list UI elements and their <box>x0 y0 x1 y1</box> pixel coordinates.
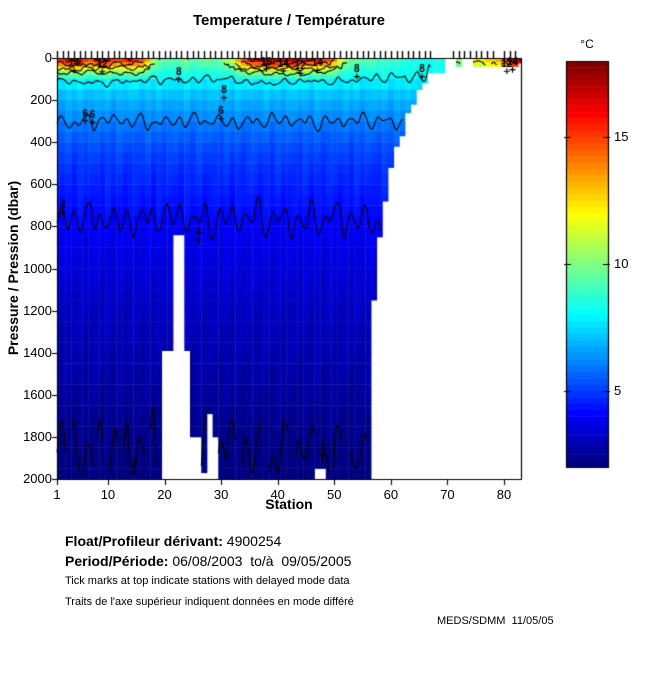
y-tick-label: 1000 <box>23 260 52 276</box>
delayed-mode-note-fr: Traits de l'axe supérieur indiquent donn… <box>65 596 354 608</box>
y-tick-label: 400 <box>30 134 52 150</box>
x-axis-label: Station <box>265 496 313 512</box>
y-tick-label: 600 <box>30 176 52 192</box>
chart-title: Temperature / Température <box>192 12 385 29</box>
period-value: 06/08/2003 to/à 09/05/2005 <box>168 553 352 569</box>
period-label: Period/Période: <box>65 553 169 569</box>
float-id-line: Float/Profileur dérivant: 4900254 <box>65 533 281 549</box>
colorbar-tick-label: 10 <box>614 256 629 271</box>
y-tick-label: 1400 <box>23 344 52 360</box>
x-tick-label: 10 <box>100 487 116 502</box>
x-tick-label: 20 <box>157 487 172 502</box>
colorbar-tick-label: 15 <box>614 129 629 145</box>
x-tick-label: 70 <box>440 487 455 502</box>
x-tick-label: 80 <box>496 487 512 502</box>
y-tick-label: 2000 <box>23 471 52 486</box>
y-tick-label: 800 <box>30 218 52 234</box>
y-tick-label: 200 <box>30 92 52 108</box>
y-tick-label: 1200 <box>23 302 52 318</box>
colorbar-unit-label: °C <box>580 37 594 51</box>
x-tick-label: 1 <box>53 487 61 502</box>
y-tick-label: 1600 <box>23 386 52 402</box>
colorbar-tick-label: 5 <box>614 382 622 398</box>
float-id-label: Float/Profileur dérivant: <box>65 533 223 549</box>
y-tick-label: 1800 <box>23 428 52 444</box>
delayed-mode-note-en: Tick marks at top indicate stations with… <box>65 575 350 587</box>
float-id-value: 4900254 <box>222 533 282 549</box>
x-tick-label: 60 <box>383 487 399 502</box>
x-tick-label: 30 <box>213 487 229 502</box>
credit-stamp: MEDS/SDMM 11/05/05 <box>437 615 554 627</box>
period-line: Period/Période: 06/08/2003 to/à 09/05/20… <box>65 553 351 569</box>
y-tick-label: 0 <box>44 50 52 65</box>
x-tick-label: 50 <box>327 487 342 502</box>
x-tick-label: 40 <box>270 487 285 502</box>
